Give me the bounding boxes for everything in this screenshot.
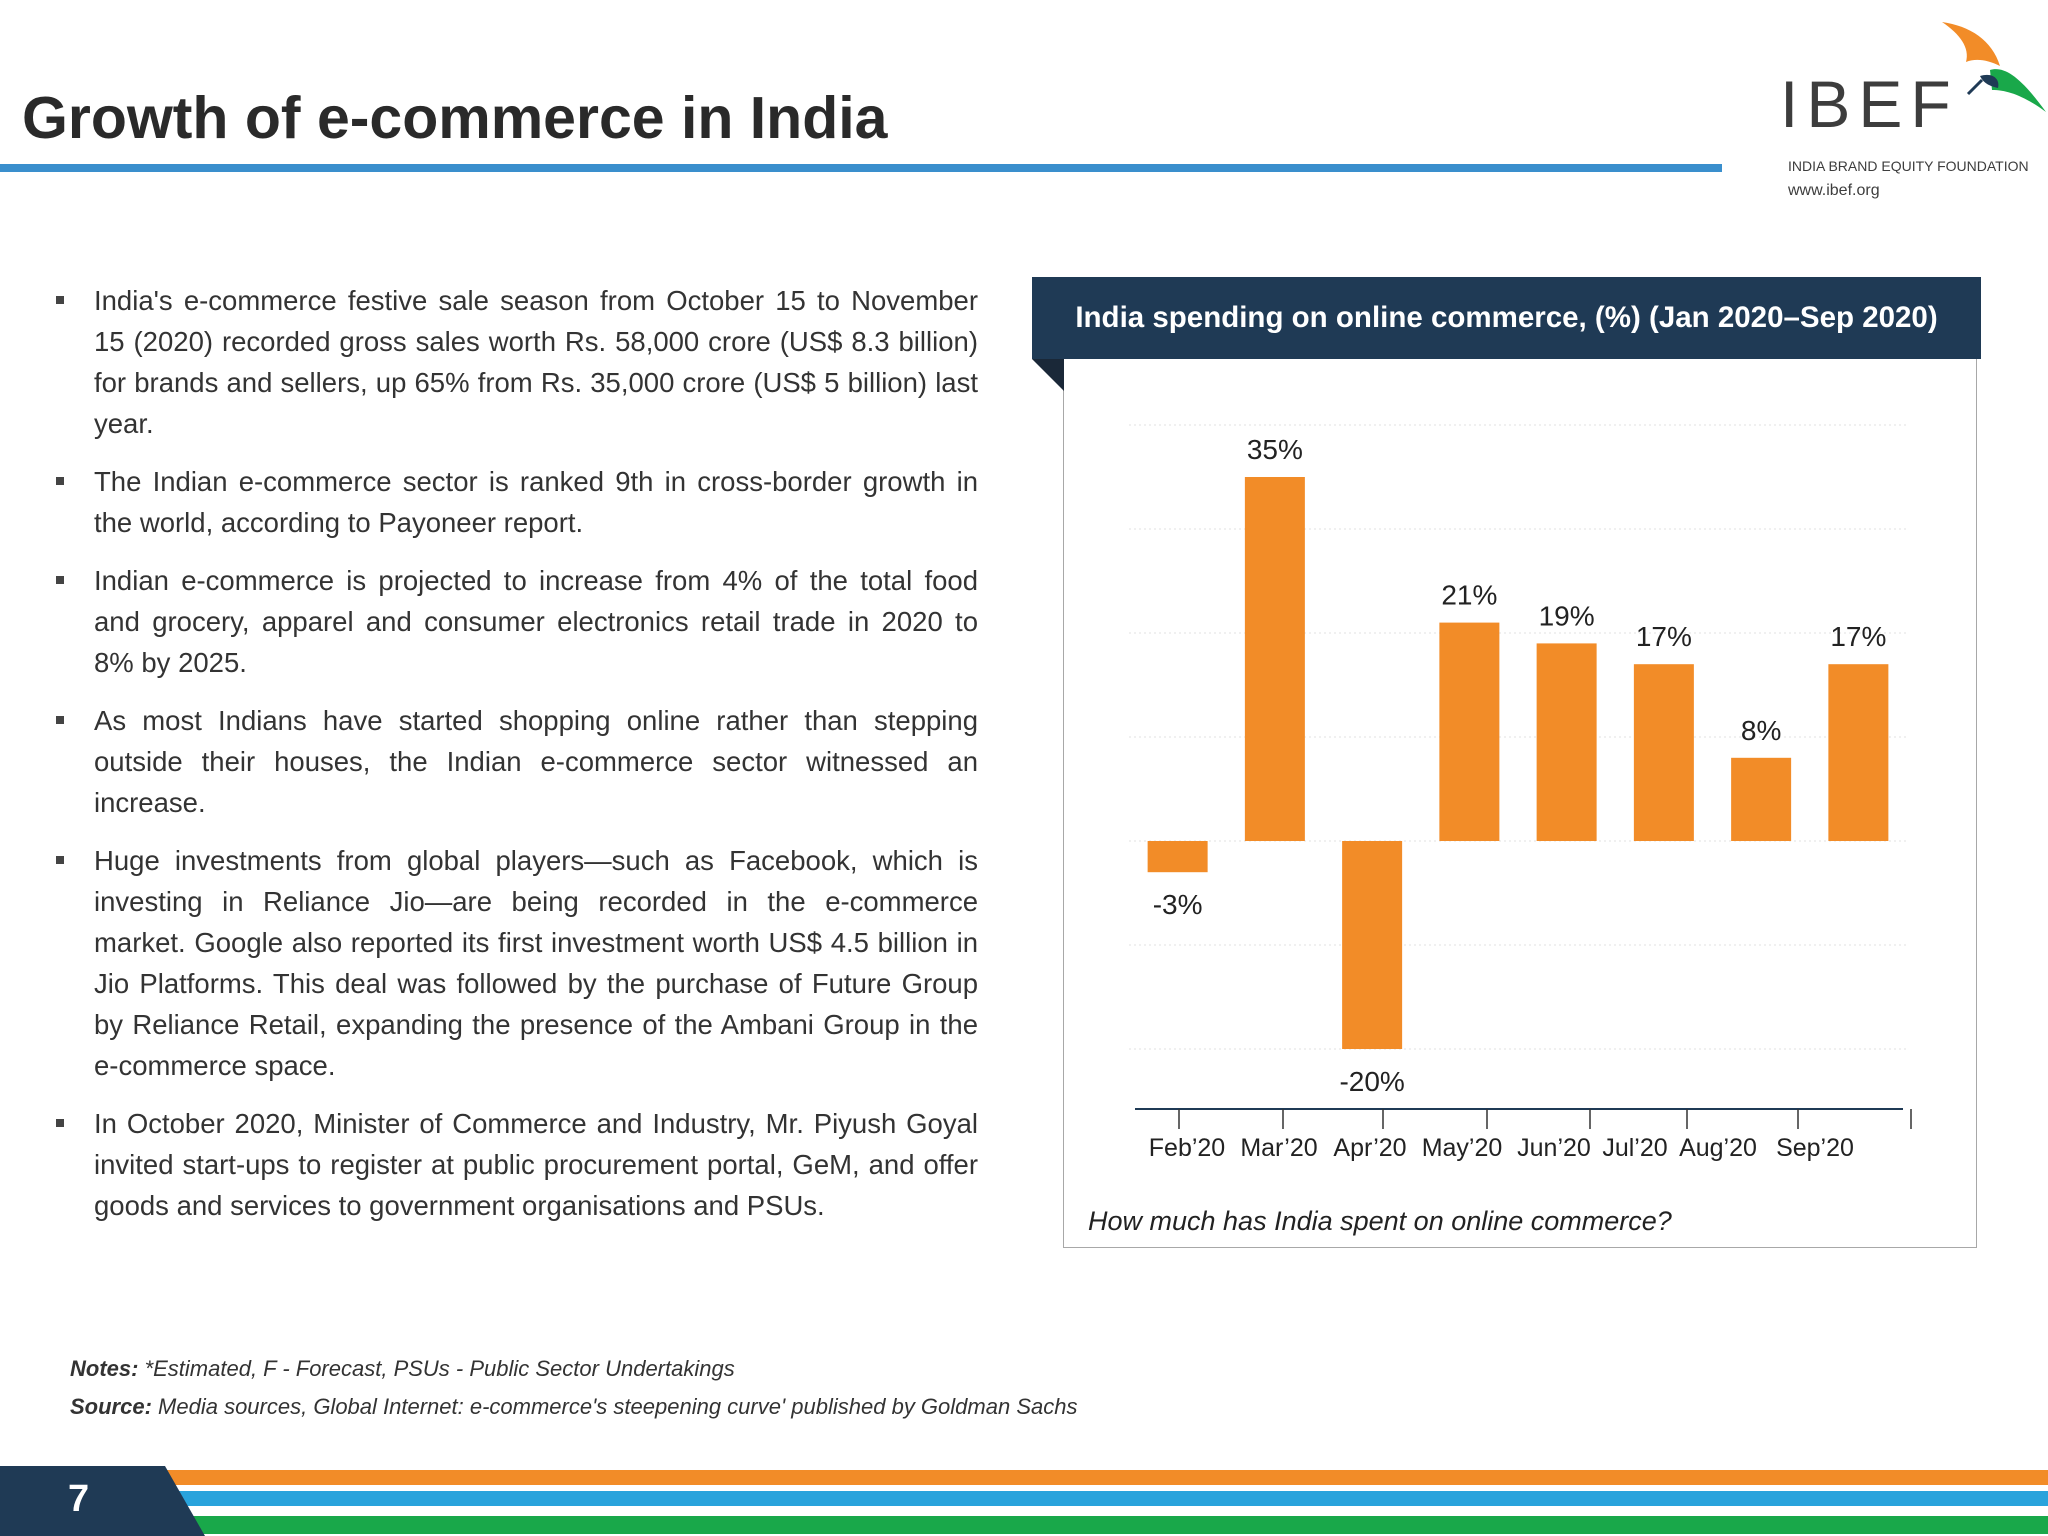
page-number: 7 — [68, 1478, 90, 1520]
data-label: 8% — [1741, 715, 1781, 746]
data-label: -20% — [1339, 1066, 1404, 1097]
bar-5 — [1536, 643, 1597, 841]
bar-8 — [1828, 664, 1889, 841]
data-label: -3% — [1153, 889, 1203, 920]
ibef-logo: IBEF INDIA BRAND EQUITY FOUNDATION www.i… — [1780, 20, 2048, 199]
bird-logo-icon — [1942, 22, 2046, 112]
logo-url[interactable]: www.ibef.org — [1788, 182, 1880, 199]
notes-text: *Estimated, F - Forecast, PSUs - Public … — [138, 1356, 735, 1381]
x-tick-label: Apr’20 — [1333, 1134, 1406, 1162]
data-label: 17% — [1830, 621, 1886, 652]
logo-tagline: INDIA BRAND EQUITY FOUNDATION — [1788, 158, 2029, 174]
data-label: 19% — [1539, 600, 1595, 631]
bullet-item: The Indian e-commerce sector is ranked 9… — [56, 461, 978, 543]
title-underline — [0, 164, 1722, 172]
bullet-item: Indian e-commerce is projected to increa… — [56, 560, 978, 683]
chart-title: India spending on online commerce, (%) (… — [1032, 277, 1981, 359]
notes-line: Notes: *Estimated, F - Forecast, PSUs - … — [70, 1350, 1077, 1388]
notes-block: Notes: *Estimated, F - Forecast, PSUs - … — [70, 1350, 1077, 1426]
bullet-item: In October 2020, Minister of Commerce an… — [56, 1103, 978, 1226]
data-label: 35% — [1247, 434, 1303, 465]
bar-chart: -3% 35% -20% 21% 19% 17% 8% 17% Feb’20 Mar’20 Apr’… — [1129, 424, 1912, 1162]
data-label: 21% — [1441, 580, 1497, 611]
page-number-tab — [0, 1466, 205, 1536]
bar-7 — [1731, 757, 1792, 841]
chart-caption: How much has India spent on online comme… — [1088, 1206, 1672, 1236]
notes-label: Notes: — [70, 1356, 139, 1381]
bar-2 — [1244, 477, 1305, 841]
x-tick-label: Aug’20 — [1679, 1134, 1757, 1162]
bar-1 — [1147, 841, 1208, 873]
source-text: Media sources, Global Internet: e-commer… — [151, 1394, 1078, 1419]
footer-stripe-green — [160, 1516, 2048, 1534]
bar-4 — [1439, 622, 1500, 841]
bar-6 — [1633, 664, 1694, 841]
footer-stripe-blue — [160, 1491, 2048, 1506]
x-tick-label: Jul’20 — [1602, 1134, 1667, 1162]
x-tick-label: Sep’20 — [1776, 1134, 1854, 1162]
data-label: 17% — [1636, 621, 1692, 652]
bullet-item: Huge investments from global players—suc… — [56, 840, 978, 1086]
x-tick-label: Feb’20 — [1149, 1134, 1225, 1162]
x-tick-label: May’20 — [1422, 1134, 1503, 1162]
footer-stripe-orange — [160, 1470, 2048, 1485]
bullet-item: As most Indians have started shopping on… — [56, 700, 978, 823]
page-title: Growth of e-commerce in India — [22, 85, 888, 151]
bar-3 — [1342, 841, 1403, 1049]
footer-bar: 7 — [0, 1466, 2048, 1536]
source-line: Source: Media sources, Global Internet: … — [70, 1388, 1077, 1426]
x-tick-label: Jun’20 — [1517, 1134, 1591, 1162]
logo-wordmark: IBEF — [1780, 67, 1959, 141]
source-label: Source: — [70, 1394, 152, 1419]
x-tick-label: Mar’20 — [1240, 1134, 1317, 1162]
bullet-list: India's e-commerce festive sale season f… — [56, 280, 978, 1243]
chart-header-fold — [1032, 359, 1064, 391]
bullet-item: India's e-commerce festive sale season f… — [56, 280, 978, 444]
